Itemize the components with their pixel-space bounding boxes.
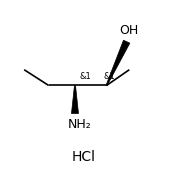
Text: NH₂: NH₂ xyxy=(67,118,91,131)
Text: &1: &1 xyxy=(104,72,116,81)
Polygon shape xyxy=(72,85,78,114)
Text: &1: &1 xyxy=(79,72,91,81)
Text: OH: OH xyxy=(119,24,138,37)
Text: HCl: HCl xyxy=(72,150,96,164)
Polygon shape xyxy=(106,40,130,86)
